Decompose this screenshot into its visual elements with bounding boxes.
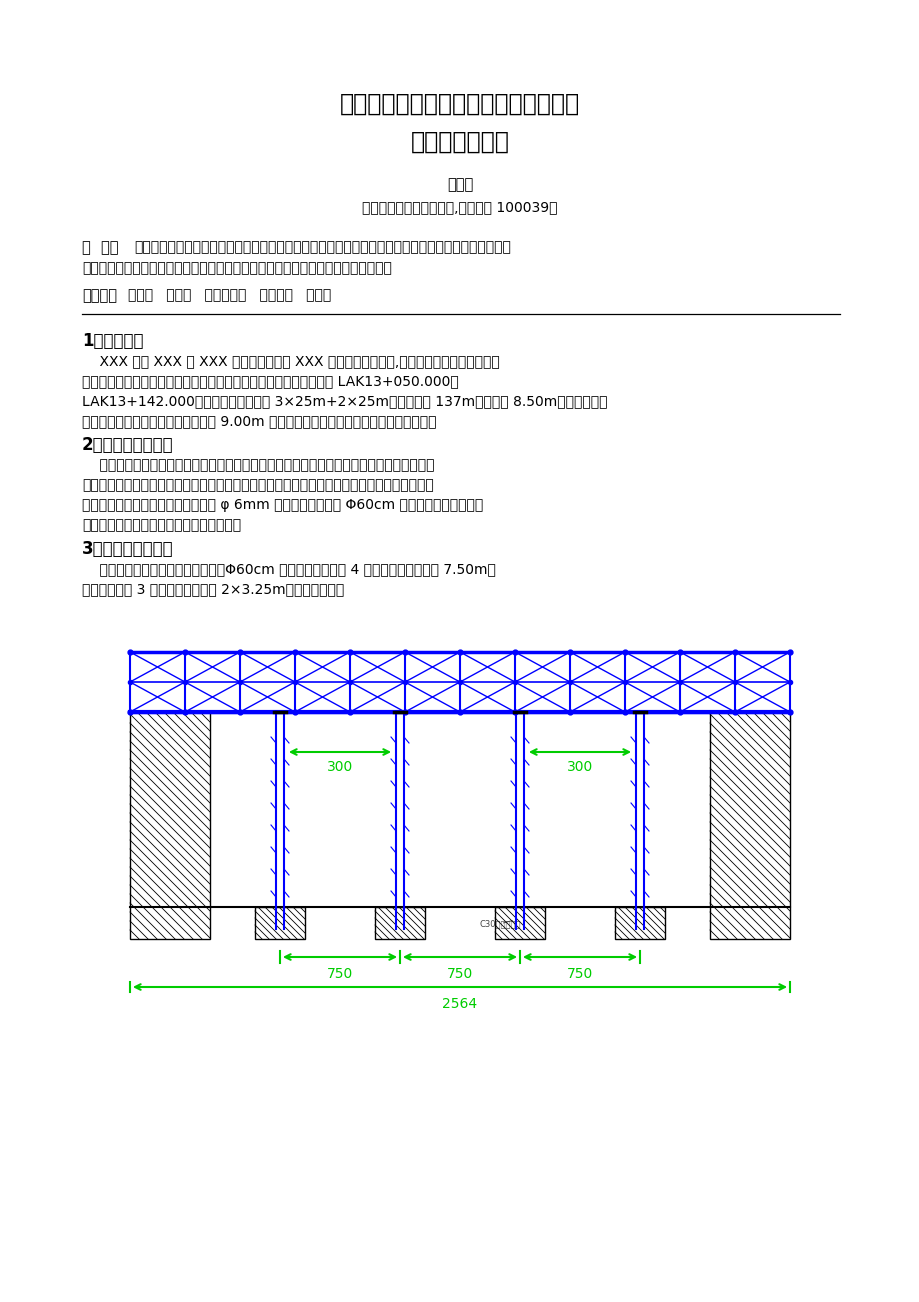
Text: XXX 桥为 XXX 至 XXX 高速公路项目第 XXX 合同段内工程项目,位于新化县炉观镇云溪村，: XXX 桥为 XXX 至 XXX 高速公路项目第 XXX 合同段内工程项目,位于… bbox=[82, 354, 499, 368]
Text: 由贝雷片组成桁架做箱梁现浇支架主纵桁。: 由贝雷片组成桁架做箱梁现浇支架主纵桁。 bbox=[82, 518, 241, 533]
Text: 桥址布置在线路曲线上，主要跨越发电站水渠和云溪，起终点桩号为 LAK13+050.000～: 桥址布置在线路曲线上，主要跨越发电站水渠和云溪，起终点桩号为 LAK13+050… bbox=[82, 374, 459, 388]
Text: 由于云溪水系为山区汇水主要干系，溪水在降雨后水流非常急湍，同时为了提高材料的周转: 由于云溪水系为山区汇水主要干系，溪水在降雨后水流非常急湍，同时为了提高材料的周转 bbox=[82, 458, 434, 473]
Text: 300: 300 bbox=[326, 760, 353, 773]
Bar bbox=[614, 907, 664, 939]
Text: LAK13+142.000，该桥型跨径布置为 3×25m+2×25m，桥全长为 137m，桥宽为 8.50m，基础为机械: LAK13+142.000，该桥型跨径布置为 3×25m+2×25m，桥全长为 … bbox=[82, 395, 607, 408]
Text: 750: 750 bbox=[447, 967, 472, 980]
Text: 桩承台基础，独立立柱，立柱最高为 9.00m 多，上部构造设计为现浇预应力砼连续箱梁。: 桩承台基础，独立立柱，立柱最高为 9.00m 多，上部构造设计为现浇预应力砼连续… bbox=[82, 414, 436, 428]
Text: 750: 750 bbox=[566, 967, 593, 980]
Text: 300: 300 bbox=[566, 760, 593, 773]
Text: 2、少支架方案拟定: 2、少支架方案拟定 bbox=[82, 436, 174, 454]
Text: 少支架施工技术: 少支架施工技术 bbox=[410, 130, 509, 154]
Text: 2564: 2564 bbox=[442, 997, 477, 1010]
Text: 横向每排布置 3 根钢管桩，间距为 2×3.25m，具体如下图：: 横向每排布置 3 根钢管桩，间距为 2×3.25m，具体如下图： bbox=[82, 582, 344, 596]
Text: 回收利用，避免大面积地基处理，经详细经济技术比较并结合实际情况，现浇预应力砼连续箱梁: 回收利用，避免大面积地基处理，经详细经济技术比较并结合实际情况，现浇预应力砼连续… bbox=[82, 478, 433, 492]
Text: 拟定少支架施工方案：支架施工使用 φ 6mm 厚钢板加工制成的 Φ60cm 钢管桩做为支架支撑，: 拟定少支架施工方案：支架施工使用 φ 6mm 厚钢板加工制成的 Φ60cm 钢管… bbox=[82, 497, 482, 512]
Bar bbox=[130, 712, 210, 939]
Text: 根据现浇构造物高度加工钢管桩，Φ60cm 钢管桩纵向按每跨 4 排布置，每排间距为 7.50m，: 根据现浇构造物高度加工钢管桩，Φ60cm 钢管桩纵向按每跨 4 排布置，每排间距… bbox=[82, 562, 495, 575]
Bar bbox=[494, 907, 544, 939]
Text: 袁智慧: 袁智慧 bbox=[447, 177, 472, 191]
Text: 关键词：: 关键词： bbox=[82, 288, 117, 303]
Text: 1、工程概况: 1、工程概况 bbox=[82, 332, 143, 350]
Text: C30砼台座处理: C30砼台座处理 bbox=[480, 919, 521, 928]
Bar bbox=[375, 907, 425, 939]
Bar bbox=[255, 907, 305, 939]
Text: 750: 750 bbox=[326, 967, 353, 980]
Text: 钢管桩   贝雷架   少支架支撑   荷载验算   预拱度: 钢管桩 贝雷架 少支架支撑 荷载验算 预拱度 bbox=[128, 288, 331, 302]
Bar bbox=[709, 712, 789, 939]
Text: 结合工程实例从少支架方案拟定、少支架设计、验算、施工等方面系统介绍钢管桩与贝雷架组合少支架: 结合工程实例从少支架方案拟定、少支架设计、验算、施工等方面系统介绍钢管桩与贝雷架… bbox=[134, 240, 510, 254]
Text: （中建市政工程有限公司,中国北京 100039）: （中建市政工程有限公司,中国北京 100039） bbox=[362, 201, 557, 214]
Text: 关键施工技术，工程实践验证所采用的设计是合理可行的，保证了工程顺利的完工。: 关键施工技术，工程实践验证所采用的设计是合理可行的，保证了工程顺利的完工。 bbox=[82, 260, 391, 275]
Text: 摘  要：: 摘 要： bbox=[82, 240, 119, 255]
Text: 云溪桥现浇箱型梁钢管桩与贝雷架组合: 云溪桥现浇箱型梁钢管桩与贝雷架组合 bbox=[339, 92, 580, 116]
Text: 3、支架设计与施工: 3、支架设计与施工 bbox=[82, 540, 174, 559]
